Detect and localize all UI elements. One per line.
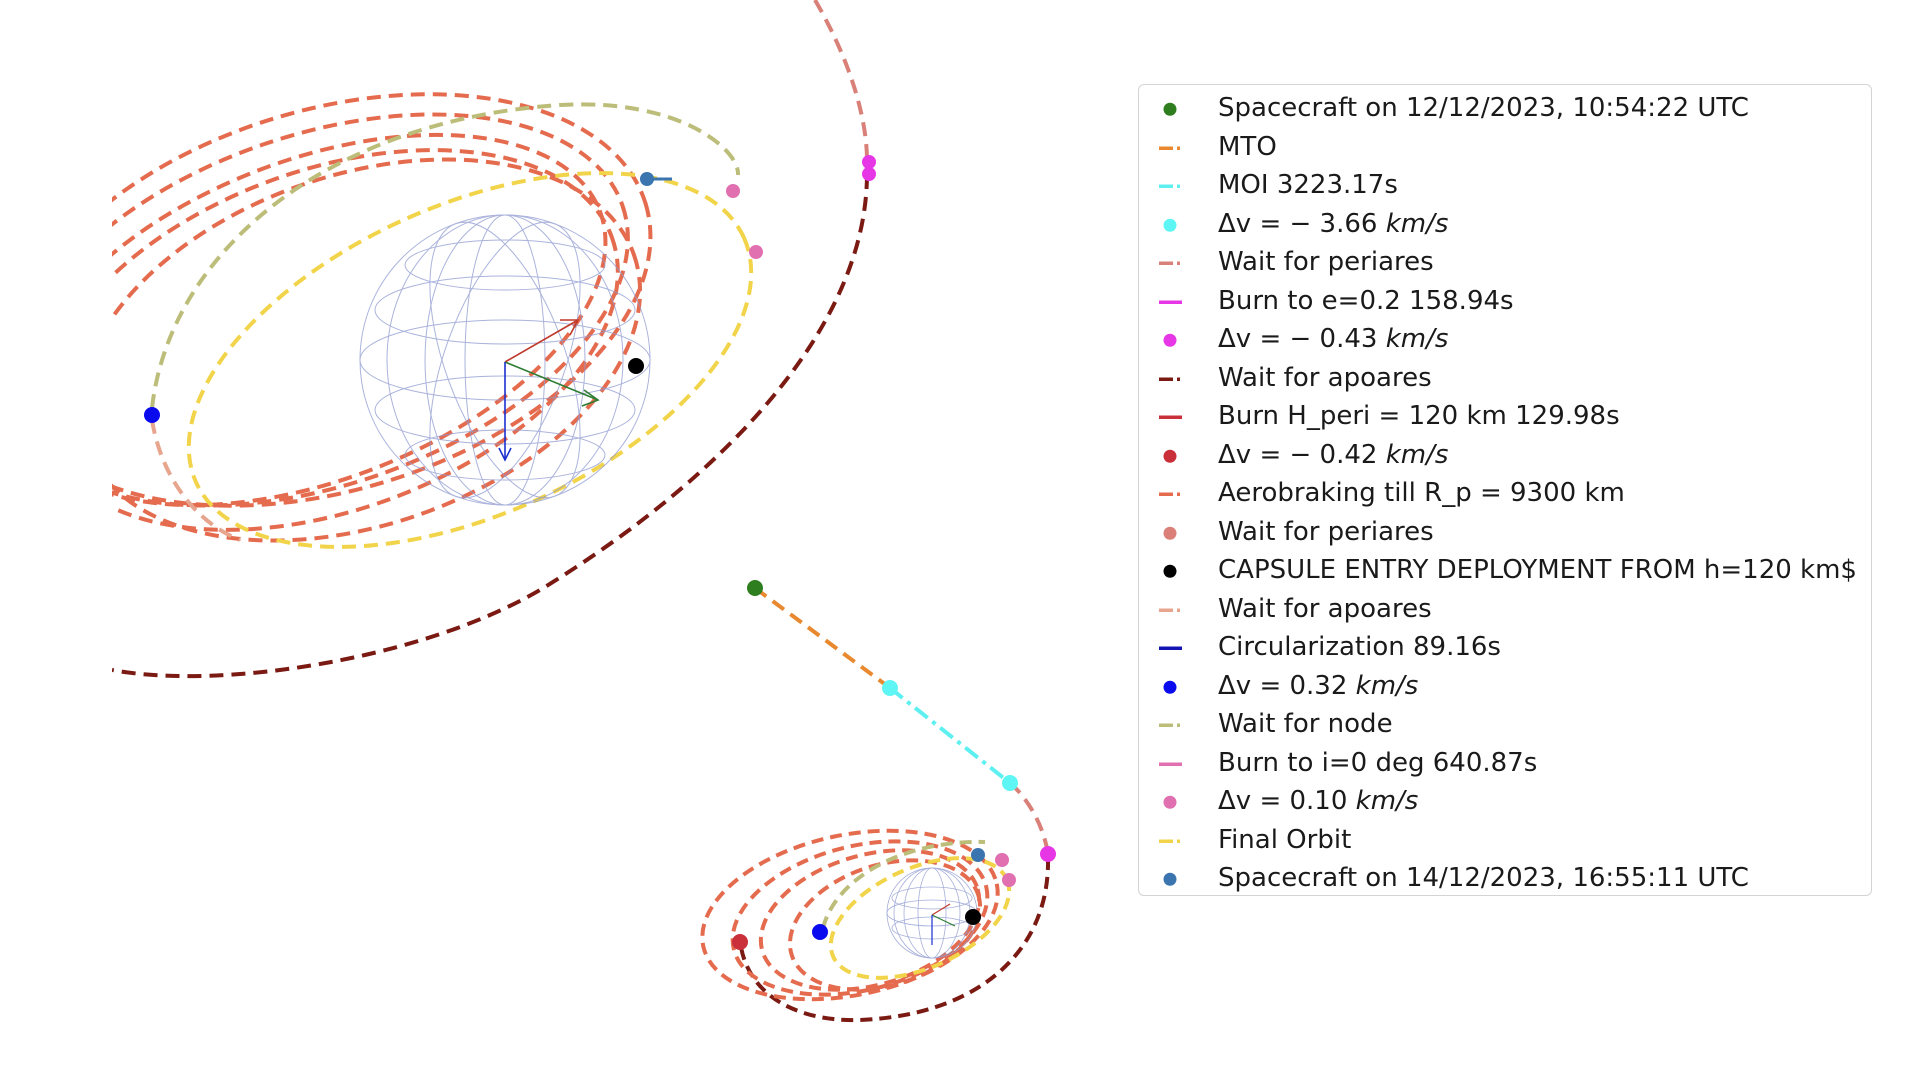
mto-segment bbox=[753, 586, 892, 690]
wait-apoares-arc bbox=[112, 174, 869, 679]
legend-label: MOI 3223.17s bbox=[1218, 170, 1398, 200]
overview-circularization-marker bbox=[812, 924, 828, 940]
legend-item: Wait for periares bbox=[1139, 513, 1871, 552]
legend-label: MTO bbox=[1218, 131, 1277, 162]
capsule-entry-marker bbox=[628, 358, 644, 374]
moi-dv-marker bbox=[882, 680, 898, 696]
start-spacecraft-marker bbox=[747, 580, 763, 596]
legend-item: Δv = − 0.43 km/s bbox=[1139, 320, 1871, 359]
legend-swatch-icon bbox=[1159, 261, 1182, 265]
legend: Spacecraft on 12/12/2023, 10:54:22 UTC MT… bbox=[1138, 84, 1872, 896]
legend-label: Burn to e=0.2 158.94s bbox=[1218, 285, 1514, 316]
legend-swatch-icon bbox=[1159, 839, 1182, 843]
legend-label: Burn to i=0 deg 640.87s bbox=[1218, 747, 1538, 778]
wait-node-arc bbox=[150, 102, 740, 409]
legend-item: Burn H_peri = 120 km 129.98s bbox=[1139, 397, 1871, 436]
legend-item: Final Orbit bbox=[1139, 821, 1871, 860]
legend-label: Wait for apoares bbox=[1218, 593, 1432, 624]
legend-label: Wait for apoares bbox=[1218, 362, 1432, 393]
aerobraking-orbits bbox=[112, 92, 653, 543]
legend-item: Δv = − 3.66 km/s bbox=[1139, 205, 1871, 244]
legend-item: Burn to e=0.2 158.94s bbox=[1139, 282, 1871, 321]
legend-swatch-icon bbox=[1159, 184, 1182, 188]
overview-apoares-arc bbox=[738, 857, 1051, 1023]
legend-swatch-icon bbox=[1159, 146, 1182, 150]
overview-capsule-marker bbox=[965, 909, 981, 925]
legend-item: Wait for apoares bbox=[1139, 590, 1871, 629]
legend-swatch-icon bbox=[1159, 377, 1182, 381]
legend-item: Circularization 89.16s bbox=[1139, 628, 1871, 667]
legend-item: Wait for apoares bbox=[1139, 359, 1871, 398]
legend-label: Wait for periares bbox=[1218, 247, 1434, 277]
legend-swatch-icon bbox=[1159, 723, 1182, 727]
overview-peri-burn-marker bbox=[732, 934, 748, 950]
legend-swatch-icon bbox=[1159, 415, 1182, 419]
legend-item: Wait for periares bbox=[1139, 243, 1871, 282]
legend-label: Wait for node bbox=[1218, 709, 1393, 739]
legend-item: CAPSULE ENTRY DEPLOYMENT FROM h=120 km$ bbox=[1139, 551, 1871, 590]
overview-inclination-marker bbox=[995, 853, 1009, 867]
legend-item: Spacecraft on 14/12/2023, 16:55:11 UTC bbox=[1139, 859, 1871, 898]
legend-item: Δv = 0.32 km/s bbox=[1139, 667, 1871, 706]
legend-swatch-icon bbox=[1163, 680, 1177, 694]
legend-item: Δv = − 0.42 km/s bbox=[1139, 436, 1871, 475]
legend-swatch-icon bbox=[1163, 564, 1177, 578]
burn-eccentricity-marker-2 bbox=[862, 167, 876, 181]
overview-spacecraft-marker bbox=[971, 848, 985, 862]
overview-eccentricity-marker bbox=[1040, 846, 1056, 862]
legend-item: Burn to i=0 deg 640.87s bbox=[1139, 744, 1871, 783]
legend-label: CAPSULE ENTRY DEPLOYMENT FROM h=120 km$ bbox=[1218, 555, 1857, 585]
legend-swatch-icon bbox=[1159, 300, 1182, 304]
moi-end-marker bbox=[1002, 775, 1018, 791]
legend-swatch-icon bbox=[1163, 449, 1177, 463]
legend-label: Wait for periares bbox=[1218, 516, 1434, 547]
final-orbit bbox=[186, 171, 754, 549]
overview-orbit-view bbox=[700, 580, 1056, 1023]
legend-item: Δv = 0.10 km/s bbox=[1139, 782, 1871, 821]
legend-swatch-icon bbox=[1159, 608, 1182, 612]
legend-label: Final Orbit bbox=[1218, 824, 1352, 855]
legend-item: Wait for node bbox=[1139, 705, 1871, 744]
legend-label: Δv = 0.32 km/s bbox=[1218, 670, 1419, 701]
legend-swatch-icon bbox=[1163, 526, 1177, 540]
legend-swatch-icon bbox=[1163, 333, 1177, 347]
reference-axes bbox=[498, 319, 600, 462]
legend-label: Burn H_peri = 120 km 129.98s bbox=[1218, 401, 1620, 431]
burn-inclination-marker bbox=[726, 184, 740, 198]
legend-item: Spacecraft on 12/12/2023, 10:54:22 UTC bbox=[1139, 89, 1871, 128]
legend-item: Aerobraking till R_p = 9300 km bbox=[1139, 474, 1871, 513]
planet-sphere bbox=[359, 214, 651, 506]
legend-label: Δv = − 3.66 km/s bbox=[1218, 208, 1449, 239]
legend-swatch-icon bbox=[1163, 102, 1177, 116]
legend-label: Δv = − 0.43 km/s bbox=[1218, 324, 1449, 354]
legend-item: MOI 3223.17s bbox=[1139, 166, 1871, 205]
burn-eccentricity-marker bbox=[862, 155, 876, 169]
legend-swatch-icon bbox=[1163, 872, 1177, 886]
wait-periares-arc bbox=[813, 0, 870, 166]
wait-apoares-light-arc bbox=[150, 419, 241, 542]
legend-label: Circularization 89.16s bbox=[1218, 632, 1501, 662]
legend-label: Δv = 0.10 km/s bbox=[1218, 786, 1419, 816]
legend-label: Aerobraking till R_p = 9300 km bbox=[1218, 478, 1625, 508]
legend-swatch-icon bbox=[1159, 492, 1182, 496]
legend-label: Δv = − 0.42 km/s bbox=[1218, 439, 1449, 470]
spacecraft-marker bbox=[640, 172, 654, 186]
legend-label: Spacecraft on 14/12/2023, 16:55:11 UTC bbox=[1218, 863, 1749, 893]
legend-swatch-icon bbox=[1163, 218, 1177, 232]
overview-periares-arc bbox=[1008, 781, 1050, 856]
legend-swatch-icon bbox=[1163, 795, 1177, 809]
legend-swatch-icon bbox=[1159, 762, 1182, 766]
zoomed-orbit-view bbox=[112, 0, 876, 679]
burn-inclination-marker-2 bbox=[749, 245, 763, 259]
moi-segment bbox=[888, 686, 1012, 785]
legend-label: Spacecraft on 12/12/2023, 10:54:22 UTC bbox=[1218, 93, 1749, 123]
overview-inclination-marker-2 bbox=[1002, 873, 1016, 887]
legend-swatch-icon bbox=[1159, 646, 1182, 650]
circularization-marker bbox=[144, 407, 160, 423]
legend-item: MTO bbox=[1139, 128, 1871, 167]
